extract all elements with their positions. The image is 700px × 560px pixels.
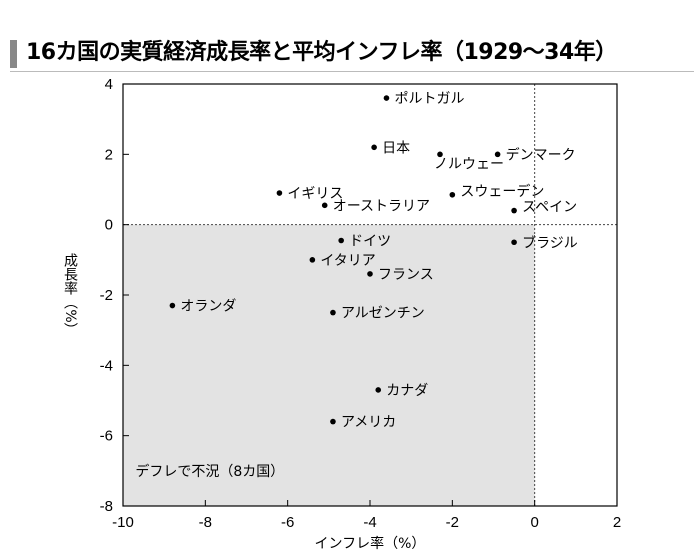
x-axis-label: インフレ率（%） [315, 535, 426, 552]
y-tick-label: 2 [105, 146, 113, 163]
data-point-label: ノルウェー [434, 156, 504, 172]
title-marker [10, 40, 17, 68]
data-point-label: イギリス [287, 186, 343, 202]
data-point-label: アルゼンチン [341, 306, 425, 322]
data-point-label: スウェーデン [460, 183, 544, 200]
data-point [309, 257, 316, 263]
x-tick-label: -2 [446, 514, 459, 531]
shaded-region-label: デフレで不況（8カ国） [135, 463, 284, 480]
y-tick-label: -2 [100, 287, 113, 304]
data-point-label: スペイン [522, 200, 577, 216]
data-point [371, 144, 377, 151]
x-tick-label: -10 [112, 514, 134, 531]
y-tick-label: 0 [105, 217, 113, 234]
data-point-label: アメリカ [341, 415, 396, 431]
x-tick-label: -4 [363, 514, 376, 531]
data-point [375, 387, 382, 393]
data-point-label: デンマーク [506, 146, 576, 163]
data-point-label: カナダ [386, 383, 428, 399]
data-point [330, 309, 336, 316]
chart-title: 16カ国の実質経済成長率と平均インフレ率（1929〜34年） [26, 40, 617, 65]
data-point-label: ブラジル [522, 234, 578, 251]
data-point-label: イタリア [320, 253, 375, 269]
data-point-label: オーストラリア [333, 198, 430, 214]
chart-title-bar: 16カ国の実質経済成長率と平均インフレ率（1929〜34年） [10, 38, 694, 70]
data-point [169, 302, 176, 309]
data-point-label: ポルトガル [394, 91, 464, 107]
y-tick-label: 4 [105, 76, 113, 93]
y-tick-label: -4 [100, 357, 113, 374]
data-point-label: フランス [378, 267, 434, 283]
data-point-label: 日本 [382, 140, 410, 156]
data-point [338, 237, 344, 244]
title-underline [10, 71, 694, 72]
x-tick-label: 2 [613, 514, 621, 531]
y-axis-label: 成長率（%） [62, 253, 78, 336]
data-point [276, 190, 283, 196]
y-tick-label: -6 [100, 428, 113, 445]
data-point [321, 202, 328, 209]
data-point [494, 151, 501, 158]
x-tick-label: 0 [530, 514, 538, 531]
data-point [367, 271, 373, 277]
data-point-label: ドイツ [349, 233, 391, 249]
data-point-label: オランダ [180, 299, 236, 315]
data-point [511, 207, 517, 214]
x-tick-label: -6 [281, 514, 294, 531]
y-tick-label: -8 [100, 498, 113, 515]
data-point [383, 95, 390, 101]
data-point [511, 239, 517, 246]
data-point [449, 191, 456, 198]
data-point [330, 418, 336, 425]
deflation-recession-region [123, 224, 535, 506]
data-point [437, 151, 443, 158]
x-tick-label: -8 [199, 514, 212, 531]
